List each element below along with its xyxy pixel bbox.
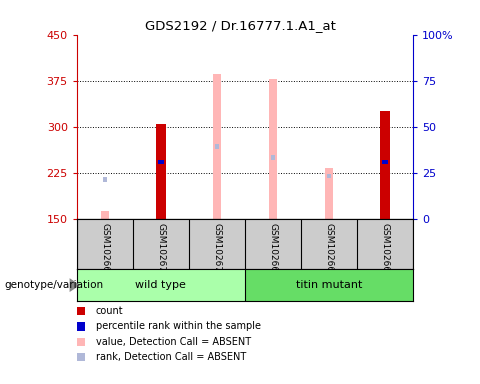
Bar — [271, 155, 275, 160]
Bar — [327, 174, 331, 178]
Bar — [156, 124, 166, 219]
Text: GDS2192 / Dr.16777.1.A1_at: GDS2192 / Dr.16777.1.A1_at — [144, 19, 336, 32]
Bar — [380, 111, 390, 219]
Text: GSM102665: GSM102665 — [268, 223, 277, 278]
Text: genotype/variation: genotype/variation — [5, 280, 104, 290]
Bar — [269, 79, 276, 219]
Text: rank, Detection Call = ABSENT: rank, Detection Call = ABSENT — [96, 352, 246, 362]
Text: value, Detection Call = ABSENT: value, Detection Call = ABSENT — [96, 337, 251, 347]
Text: GSM102671: GSM102671 — [156, 223, 165, 278]
Bar — [382, 160, 388, 164]
Text: GSM102667: GSM102667 — [380, 223, 389, 278]
Bar — [157, 160, 164, 164]
Text: count: count — [96, 306, 124, 316]
Text: GSM102666: GSM102666 — [324, 223, 333, 278]
Text: wild type: wild type — [135, 280, 186, 290]
Bar — [215, 144, 219, 149]
Bar — [325, 169, 333, 219]
Text: GSM102669: GSM102669 — [100, 223, 109, 278]
Bar — [213, 74, 221, 219]
Text: titin mutant: titin mutant — [296, 280, 362, 290]
Bar — [101, 211, 108, 219]
Bar — [77, 269, 245, 301]
Bar — [103, 177, 107, 182]
Text: percentile rank within the sample: percentile rank within the sample — [96, 321, 261, 331]
Bar — [245, 269, 413, 301]
Text: GSM102674: GSM102674 — [212, 223, 221, 278]
